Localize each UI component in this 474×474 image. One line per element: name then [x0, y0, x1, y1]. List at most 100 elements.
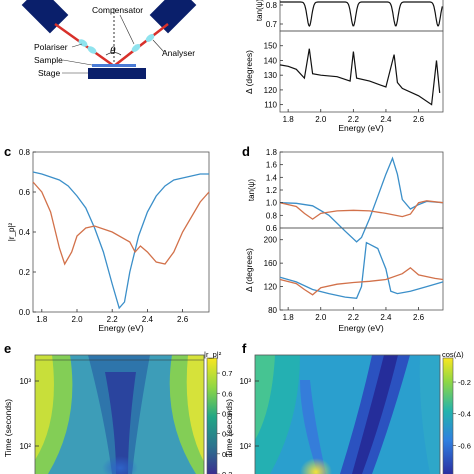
polariser-element-1-icon	[78, 39, 88, 47]
b-bottom-ytick: 120	[264, 86, 278, 95]
b-top-ytick: 0.8	[266, 1, 278, 10]
c-xtick: 2.0	[71, 315, 83, 324]
panel-d: d 0.6 0.8 1.0 1.2 1.4 1.6 1.8 tan(ψ) 80 120 160 2…	[242, 144, 444, 333]
e-ylabel: Time (seconds)	[3, 399, 13, 457]
b-bottom-ytick: 140	[264, 56, 278, 65]
analyser-label: Analyser	[162, 48, 195, 58]
f-colorbar-tick: -0.6	[458, 441, 471, 450]
panel-b: 0.8 0.7 tan(ψ) 110 120 130 140 150 1.8 2.0 2.2 2.…	[244, 0, 444, 133]
theta-label: θ	[110, 46, 116, 57]
panel-a-schematic: θ Compensator Polariser Sample Stage Ana…	[21, 0, 197, 79]
b-bottom-xtick: 2.0	[315, 115, 327, 124]
b-bottom-ytick: 110	[264, 101, 277, 110]
d-top-ytick: 1.8	[266, 148, 278, 157]
panel-letter-e: e	[4, 341, 11, 356]
d-top-ylabel: tan(ψ)	[247, 179, 256, 201]
f-colorbar-tick: -0.2	[458, 378, 471, 387]
d-bottom-xtick: 2.2	[348, 313, 360, 322]
f-frame	[254, 354, 441, 474]
stage-block	[88, 68, 146, 79]
b-top-plot-area	[280, 1, 443, 28]
c-series-orange-line	[32, 181, 210, 266]
b-bottom-ylabel: Δ (degrees)	[244, 50, 254, 94]
b-bottom-series-line	[279, 48, 441, 106]
c-xtick: 2.4	[142, 315, 154, 324]
d-bottom-xtick: 2.0	[315, 313, 327, 322]
d-top-frame	[279, 151, 444, 229]
b-top-series-line	[280, 1, 443, 28]
analyser-arm-icon	[149, 0, 197, 34]
b-bottom-xtick: 2.4	[380, 115, 392, 124]
e-ytick-1000: 10³	[19, 377, 31, 386]
e-colorbar-tick: 0.5	[222, 409, 232, 418]
compensator-element-icon	[131, 44, 141, 52]
d-bottom-ytick: 80	[268, 306, 277, 315]
d-bottom-ytick: 160	[264, 259, 278, 268]
c-xlabel: Energy (eV)	[98, 323, 144, 333]
c-ylabel: |r_p|²	[7, 222, 16, 241]
e-colorbar-tick: 0.2	[222, 470, 232, 474]
b-bottom-ytick: 130	[264, 71, 278, 80]
d-top-series-orange-line	[279, 200, 444, 220]
f-heatmap	[255, 355, 440, 474]
d-bottom-frame	[279, 227, 444, 311]
f-ytick-100: 10²	[239, 442, 251, 451]
polariser-element-2-icon	[87, 46, 97, 54]
b-bottom-xtick: 1.8	[283, 115, 295, 124]
d-bottom-xtick: 2.4	[380, 313, 392, 322]
d-top-ytick: 1.2	[266, 186, 278, 195]
c-ytick: 0.6	[19, 188, 31, 197]
sample-label: Sample	[34, 55, 63, 65]
e-heatmap	[35, 355, 204, 474]
e-colorbar	[206, 357, 218, 474]
d-bottom-series-orange-line	[279, 266, 444, 296]
panel-f: f 10³ 10² Time (seconds) cos(Δ) -0.2 -0.4…	[224, 341, 471, 474]
panel-letter-c: c	[4, 144, 11, 159]
e-colorbar-tick: 0.4	[222, 430, 232, 439]
e-colorbar-label: |r_p|²	[204, 350, 222, 359]
d-xlabel: Energy (eV)	[338, 323, 384, 333]
d-top-ytick: 0.6	[266, 224, 278, 233]
c-xtick: 2.6	[177, 315, 189, 324]
d-bottom-ytick: 200	[264, 236, 278, 245]
c-ytick: 0.8	[19, 148, 31, 157]
c-xtick: 2.2	[107, 315, 119, 324]
b-bottom-xtick: 2.2	[348, 115, 360, 124]
b-top-ytick: 0.7	[266, 20, 278, 29]
c-ytick: 0.4	[19, 228, 31, 237]
d-top-ytick: 1.4	[266, 173, 278, 182]
c-xtick: 1.8	[36, 315, 48, 324]
d-bottom-ylabel: Δ (degrees)	[244, 248, 254, 292]
c-series-blue-line	[32, 171, 209, 310]
f-colorbar-label: cos(Δ)	[442, 350, 464, 359]
panel-e: e 10³ 10² Time (seconds) |r_p|² 0.7 0.6 0.…	[3, 341, 232, 474]
panel-c: c 0.00.20.40.60.81.8 2.0 2.2 2.4 2.6 |r_p|² …	[4, 144, 210, 333]
b-xlabel: Energy (eV)	[338, 123, 384, 133]
d-top-ytick: 1.0	[266, 199, 278, 208]
f-ylabel: Time (seconds)	[224, 399, 234, 457]
analyser-element-icon	[145, 34, 155, 42]
d-top-series-blue-line	[279, 156, 444, 243]
polariser-arm-icon	[21, 0, 69, 34]
e-colorbar-tick: 0.6	[222, 389, 232, 398]
c-ytick: 0.2	[19, 268, 31, 277]
d-bottom-xtick: 1.8	[283, 313, 295, 322]
d-top-ytick: 1.6	[266, 161, 278, 170]
f-ytick-1000: 10³	[239, 377, 251, 386]
c-ytick: 0.0	[19, 308, 31, 317]
b-top-ylabel: tan(ψ)	[255, 0, 264, 21]
f-colorbar	[442, 357, 454, 474]
b-bottom-frame	[279, 30, 444, 113]
f-colorbar-tick: -0.4	[458, 410, 471, 419]
d-bottom-xtick: 2.6	[413, 313, 425, 322]
e-colorbar-tick: 0.3	[222, 450, 232, 459]
sample-layer	[92, 64, 136, 67]
panel-letter-d: d	[242, 144, 250, 159]
e-frame	[34, 354, 205, 474]
polariser-label: Polariser	[34, 42, 68, 52]
d-top-ytick: 0.8	[266, 211, 278, 220]
e-colorbar-tick: 0.7	[222, 369, 232, 378]
e-ytick-100: 10²	[19, 442, 31, 451]
b-bottom-ytick: 150	[264, 42, 278, 51]
stage-label: Stage	[38, 68, 60, 78]
